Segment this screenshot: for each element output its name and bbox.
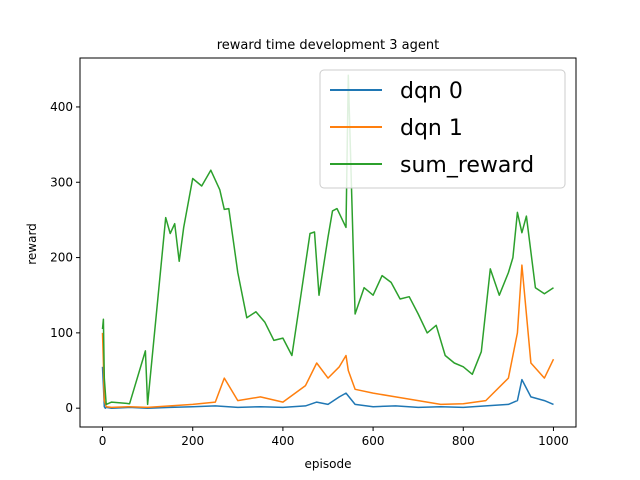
x-tick-label: 1000	[538, 434, 569, 448]
series-layer	[101, 74, 555, 409]
series-line-0	[101, 366, 554, 409]
series-line-2	[101, 74, 554, 406]
series-line-1	[101, 264, 555, 409]
y-axis-title: reward	[25, 223, 39, 265]
y-tick-label: 0	[65, 401, 73, 415]
legend-label-2: sum_reward	[400, 153, 534, 178]
y-tick-label: 200	[50, 251, 73, 265]
legend-box	[319, 69, 566, 189]
x-tick-label: 0	[99, 434, 107, 448]
legend-label-1: dqn 1	[400, 116, 463, 141]
x-axis-ticks: 0 200 400 600 800 1000	[99, 427, 569, 448]
legend-label-0: dqn 0	[400, 79, 463, 104]
x-tick-label: 600	[362, 434, 385, 448]
y-axis-ticks: 0 100 200 300 400	[50, 100, 80, 415]
legend: dqn 0 dqn 1 sum_reward	[319, 69, 566, 189]
chart-title: reward time development 3 agent	[217, 38, 440, 53]
plot-frame	[79, 57, 577, 428]
y-tick-label: 400	[50, 100, 73, 114]
x-tick-label: 400	[271, 434, 294, 448]
x-tick-label: 200	[181, 434, 204, 448]
x-axis-title: episode	[305, 457, 352, 471]
y-tick-label: 300	[50, 175, 73, 189]
y-tick-label: 100	[50, 326, 73, 340]
x-tick-label: 800	[452, 434, 475, 448]
